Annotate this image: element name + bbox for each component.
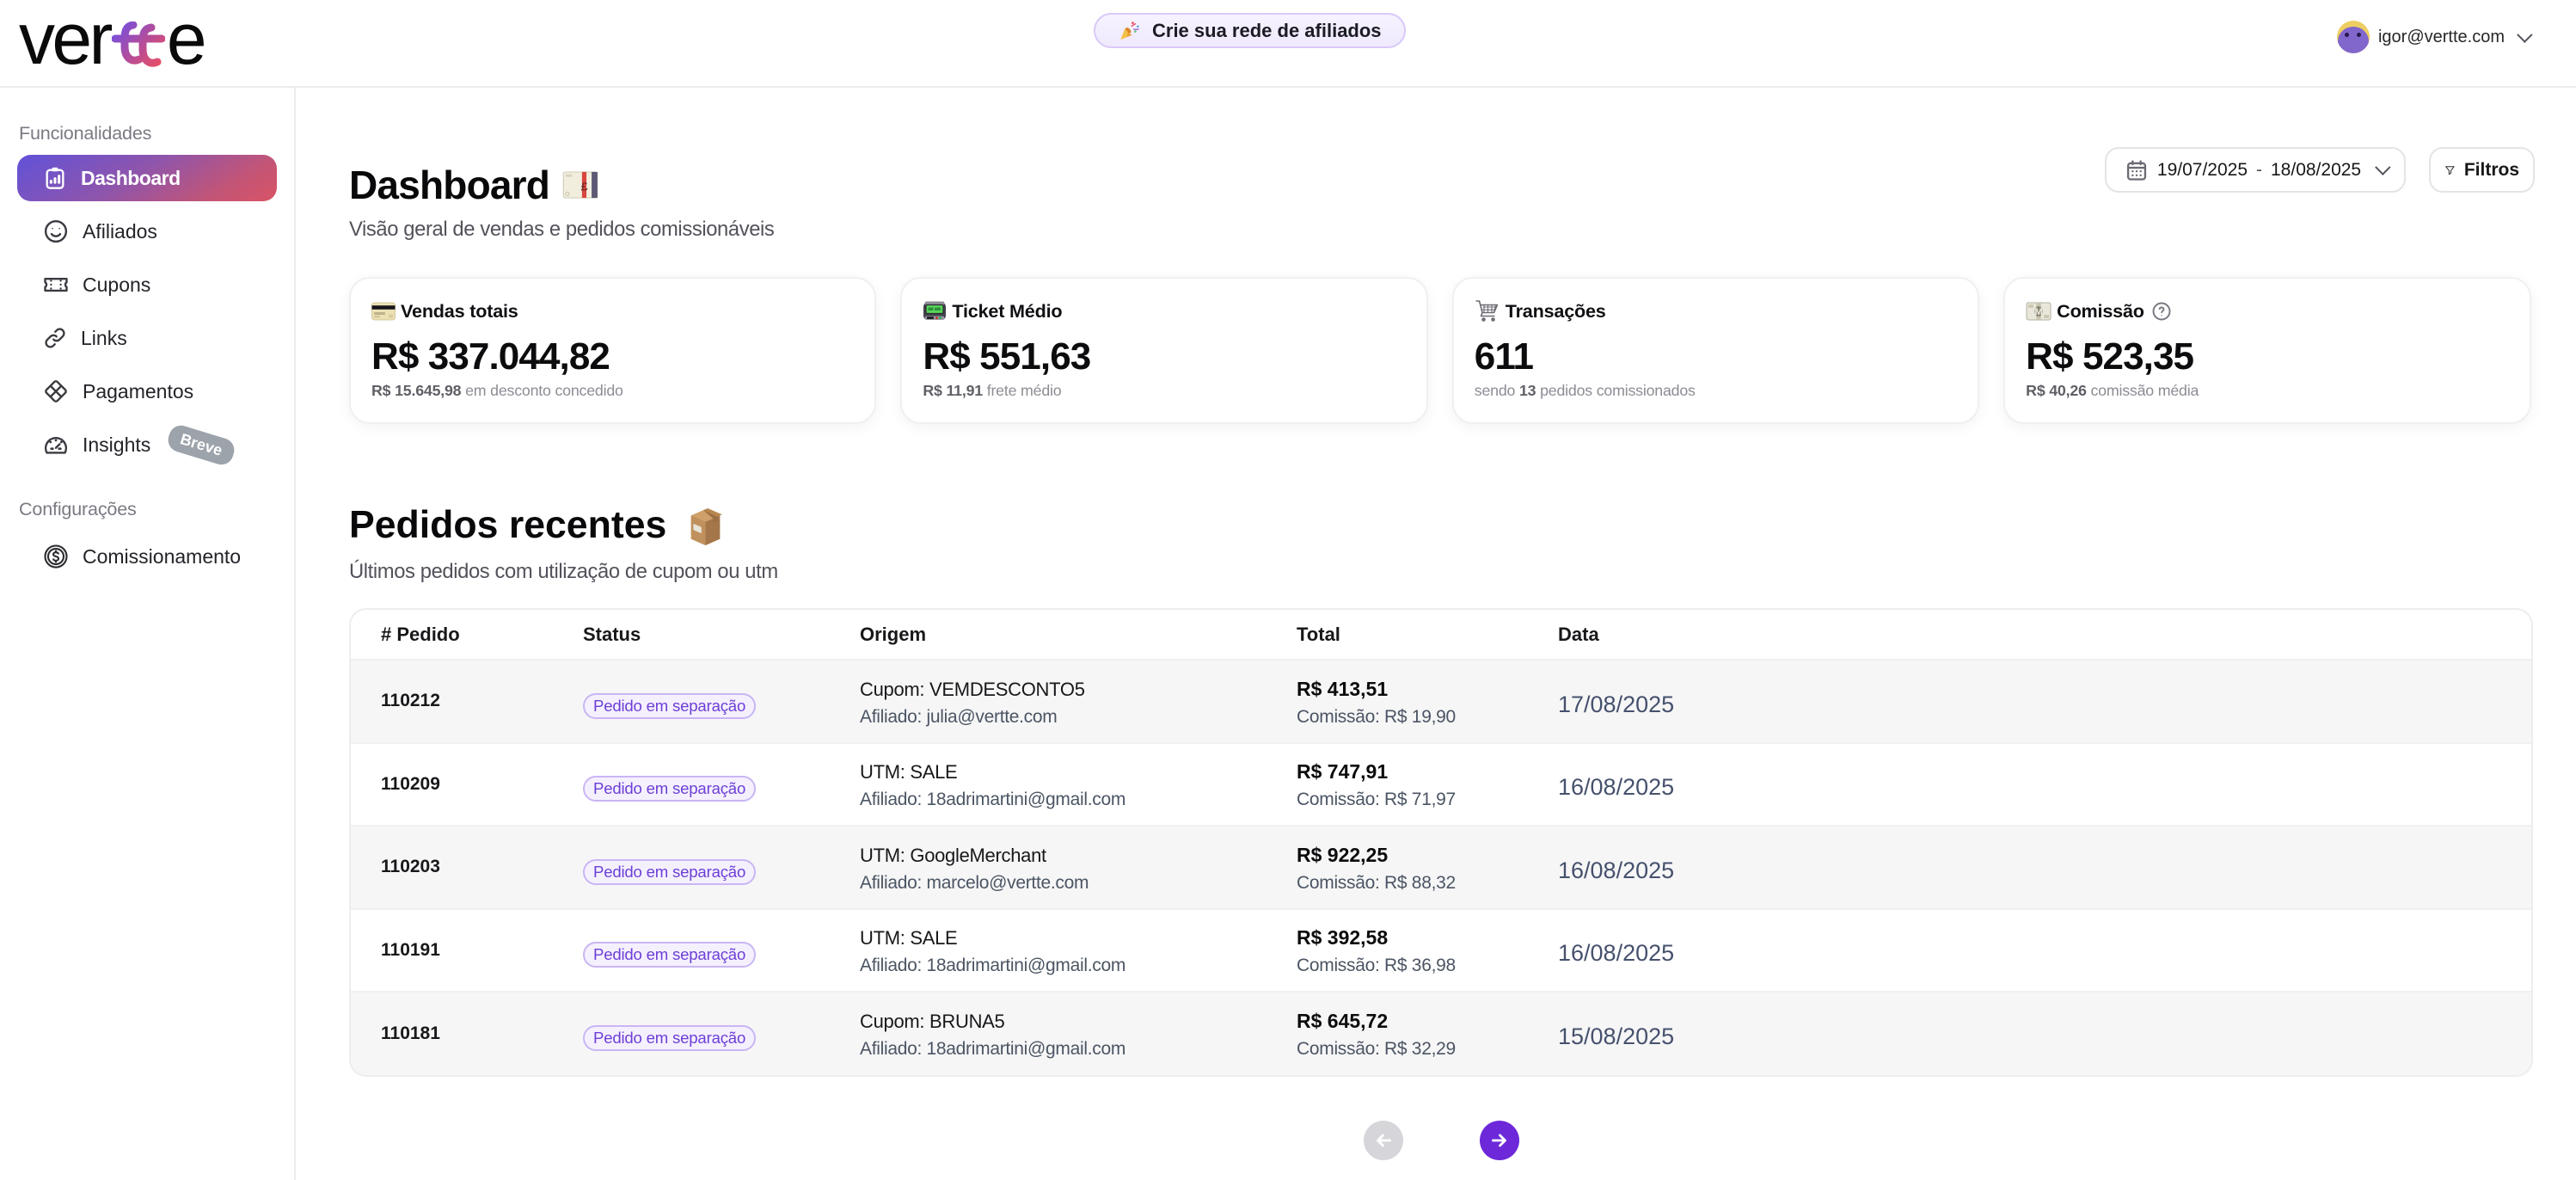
svg-text:M: M <box>2035 307 2043 317</box>
svg-text:£: £ <box>581 180 588 194</box>
